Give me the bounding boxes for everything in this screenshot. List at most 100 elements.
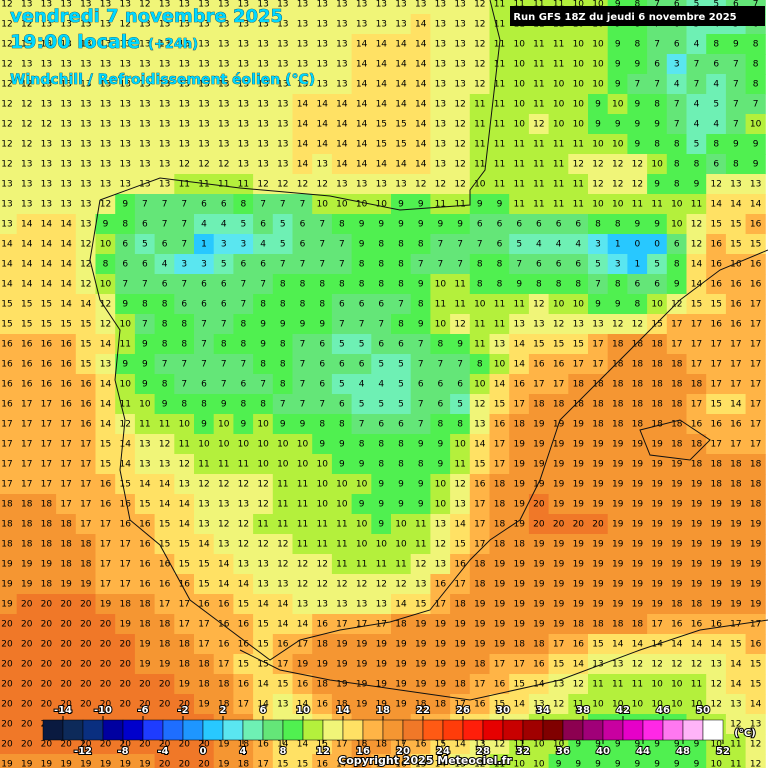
field-cell (36, 354, 57, 375)
field-value: 14 (159, 480, 171, 490)
field-cell (292, 534, 313, 555)
field-cell (410, 514, 431, 535)
field-cell (56, 14, 77, 35)
field-cell (115, 34, 136, 55)
field-cell (725, 254, 747, 275)
field-value: 12 (454, 480, 465, 490)
field-cell (75, 114, 96, 135)
field-value: 16 (218, 640, 230, 650)
field-cell (16, 494, 37, 515)
field-value: 7 (181, 380, 187, 390)
field-value: 19 (395, 640, 407, 650)
field-value: 5 (713, 100, 719, 110)
field-value: 7 (319, 400, 325, 410)
field-cell (331, 114, 353, 135)
field-cell (134, 354, 156, 375)
field-value: 13 (119, 160, 130, 170)
field-value: 7 (142, 280, 148, 290)
field-value: 13 (198, 520, 209, 530)
field-value: 5 (398, 400, 404, 410)
field-cell (233, 134, 254, 155)
field-value: 18 (21, 500, 33, 510)
field-cell (666, 334, 687, 355)
colorbar-swatch (62, 719, 84, 741)
field-value: 14 (316, 120, 328, 130)
field-cell (745, 654, 766, 675)
field-value: 13 (179, 120, 190, 130)
field-value: 18 (691, 600, 703, 610)
field-value: 4 (260, 240, 266, 250)
field-cell (509, 154, 530, 175)
field-value: 16 (474, 480, 486, 490)
field-cell (194, 374, 215, 395)
field-cell (647, 614, 668, 635)
field-value: 7 (457, 260, 463, 270)
field-value: 15 (179, 540, 190, 550)
field-value: 13 (238, 140, 249, 150)
field-value: 5 (221, 260, 227, 270)
field-value: 20 (179, 760, 191, 768)
field-cell (95, 0, 116, 15)
field-value: 18 (651, 380, 663, 390)
field-value: 18 (513, 540, 525, 550)
field-cell (588, 174, 609, 195)
field-cell (75, 254, 96, 275)
field-cell (312, 494, 333, 515)
field-cell (371, 534, 392, 555)
field-value: 19 (435, 660, 447, 670)
colorbar-swatch (242, 719, 264, 741)
field-cell (745, 294, 766, 315)
field-cell (56, 274, 77, 295)
field-cell (548, 474, 569, 495)
field-cell (312, 354, 333, 375)
field-value: 12 (159, 440, 170, 450)
field-cell (194, 134, 215, 155)
field-cell (331, 174, 353, 195)
field-cell (272, 434, 293, 455)
field-cell (410, 434, 431, 455)
field-value: 8 (260, 300, 266, 310)
field-cell (213, 334, 234, 355)
field-cell (331, 274, 353, 295)
field-cell (36, 594, 57, 615)
field-cell (686, 94, 707, 115)
field-cell (312, 514, 333, 535)
field-value: 17 (494, 460, 505, 470)
field-value: 19 (336, 660, 348, 670)
field-value: 19 (730, 540, 742, 550)
field-value: 6 (556, 260, 562, 270)
field-value: 8 (753, 40, 759, 50)
field-cell (568, 274, 589, 295)
field-value: 13 (80, 180, 91, 190)
field-cell (16, 154, 37, 175)
field-cell (745, 134, 766, 155)
field-value: 13 (316, 0, 327, 10)
field-cell (312, 174, 333, 195)
field-value: 10 (573, 120, 585, 130)
field-value: 19 (632, 460, 644, 470)
field-value: 13 (277, 580, 288, 590)
field-value: 19 (671, 460, 683, 470)
field-value: 4 (713, 80, 719, 90)
field-value: 20 (100, 740, 112, 750)
field-value: 8 (378, 260, 384, 270)
field-cell (16, 254, 37, 275)
field-value: 16 (139, 560, 151, 570)
field-cell (16, 334, 37, 355)
field-value: 19 (671, 560, 683, 570)
field-cell (95, 674, 116, 695)
field-cell (154, 294, 175, 315)
field-value: 11 (316, 540, 327, 550)
field-cell (469, 54, 490, 75)
field-value: 14 (415, 60, 427, 70)
field-value: 19 (198, 700, 210, 710)
field-cell (371, 434, 392, 455)
field-cell (647, 334, 668, 355)
field-cell (548, 614, 569, 635)
field-cell (647, 314, 668, 335)
field-value: 4 (694, 100, 700, 110)
field-value: 4 (674, 80, 680, 90)
field-value: 12 (592, 180, 603, 190)
field-value: 11 (494, 300, 505, 310)
field-cell (115, 274, 136, 295)
